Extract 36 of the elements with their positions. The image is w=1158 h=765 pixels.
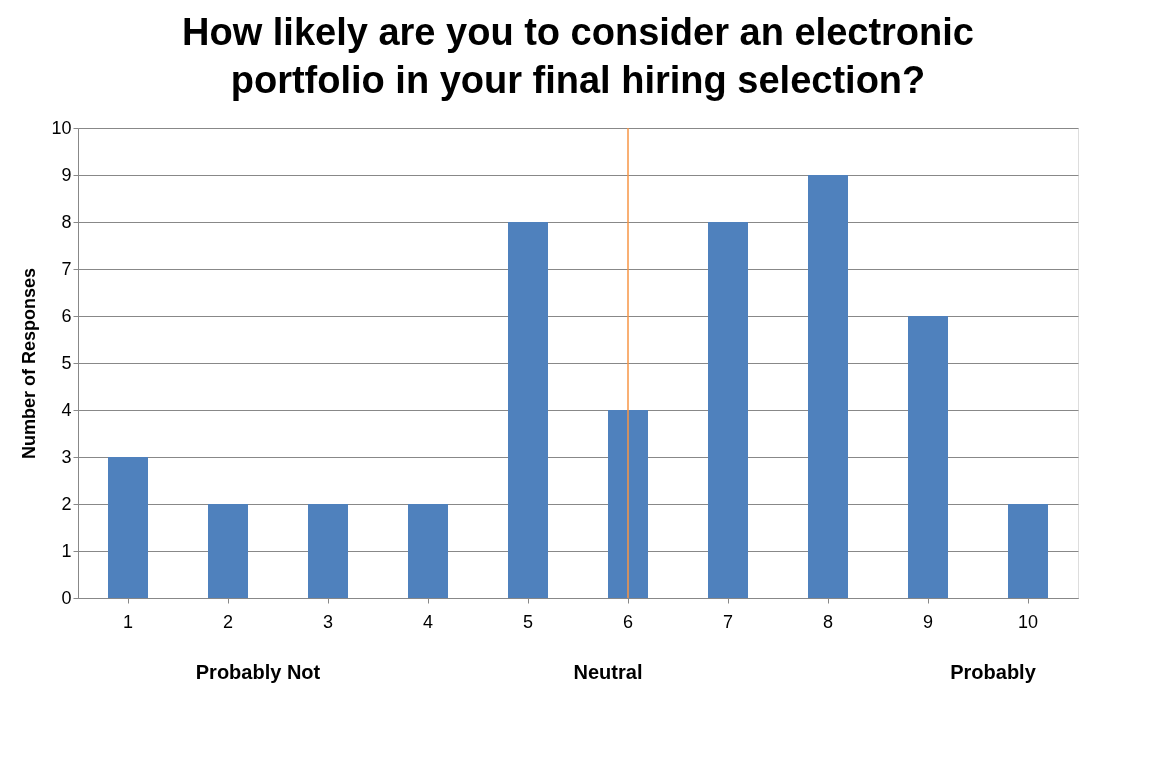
y-tick-label: 2 xyxy=(61,493,72,514)
y-tick-label: 7 xyxy=(61,258,72,279)
x-tick-label: 10 xyxy=(1017,611,1039,632)
y-axis-title: Number of Responses xyxy=(19,267,40,460)
y-tick-label: 6 xyxy=(61,305,72,326)
bar xyxy=(308,504,348,598)
bar xyxy=(908,316,948,598)
y-tick-label: 9 xyxy=(61,164,72,185)
x-tick-label: 3 xyxy=(322,611,334,632)
x-tick-label: 9 xyxy=(922,611,934,632)
bar xyxy=(208,504,248,598)
chart-title: How likely are you to consider an electronic portfolio in your final hiring selection? xyxy=(182,11,974,101)
bar xyxy=(108,457,148,598)
bar xyxy=(1008,504,1048,598)
y-tick-label: 3 xyxy=(61,446,72,467)
bar xyxy=(708,222,748,598)
x-tick-label: 2 xyxy=(222,611,234,632)
y-tick-label: 5 xyxy=(61,352,72,373)
x-tick-label: 1 xyxy=(122,611,134,632)
bar xyxy=(608,410,648,598)
y-tick-label: 0 xyxy=(61,587,72,608)
y-tick-label: 4 xyxy=(61,399,72,420)
text: Neutral xyxy=(573,661,643,683)
x-tick-label: 5 xyxy=(522,611,534,632)
x-tick-label: 8 xyxy=(822,611,834,632)
x-tick-label: 6 xyxy=(622,611,634,632)
bar xyxy=(508,222,548,598)
y-tick-label: 8 xyxy=(61,211,72,232)
bar xyxy=(808,175,848,598)
bar xyxy=(408,504,448,598)
text: Probably Not xyxy=(195,661,321,683)
y-tick-label: 10 xyxy=(51,117,72,138)
y-tick-label: 1 xyxy=(61,540,72,561)
x-tick-label: 4 xyxy=(422,611,434,632)
x-tick-label: 7 xyxy=(722,611,734,632)
text: Probably xyxy=(950,661,1037,683)
